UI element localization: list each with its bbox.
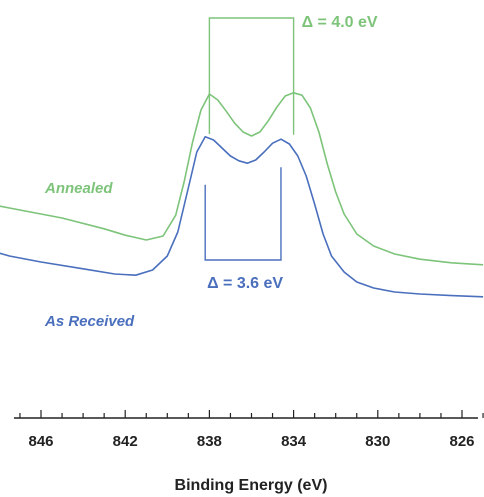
delta-label: Δ = 4.0 eV <box>302 14 378 31</box>
annotation-layer: Annealed As Received Δ = 4.0 eV Δ = 3.6 eV <box>44 14 378 330</box>
x-axis: 846 842 838 834 830 826 <box>14 410 484 450</box>
x-tick-label: 846 <box>28 433 53 450</box>
delta-bracket-annealed <box>208 17 295 135</box>
x-tick-label: 834 <box>281 433 307 450</box>
delta-bracket-as-received <box>204 167 282 261</box>
x-tick-label: 830 <box>365 433 390 450</box>
delta-label: Δ = 3.6 eV <box>207 275 283 292</box>
series-line-as-received <box>0 136 484 298</box>
series-label: As Received <box>44 313 135 330</box>
x-tick-label: 826 <box>449 433 474 450</box>
x-axis-title: Binding Energy (eV) <box>175 477 328 494</box>
series-line-annealed <box>0 92 484 266</box>
series-label: Annealed <box>44 180 113 197</box>
bracket-layer <box>204 17 295 261</box>
series-layer <box>0 92 484 298</box>
x-tick-label: 842 <box>113 433 138 450</box>
x-tick-label: 838 <box>197 433 222 450</box>
